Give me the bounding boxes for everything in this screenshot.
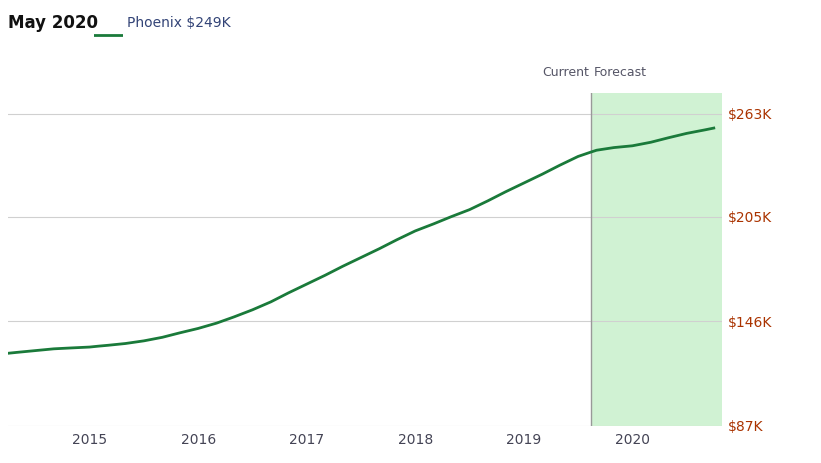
Text: May 2020: May 2020: [8, 14, 99, 32]
Text: Phoenix $249K: Phoenix $249K: [127, 16, 231, 30]
Text: Current: Current: [542, 66, 589, 79]
Text: Forecast: Forecast: [594, 66, 646, 79]
Bar: [591, 93, 744, 426]
